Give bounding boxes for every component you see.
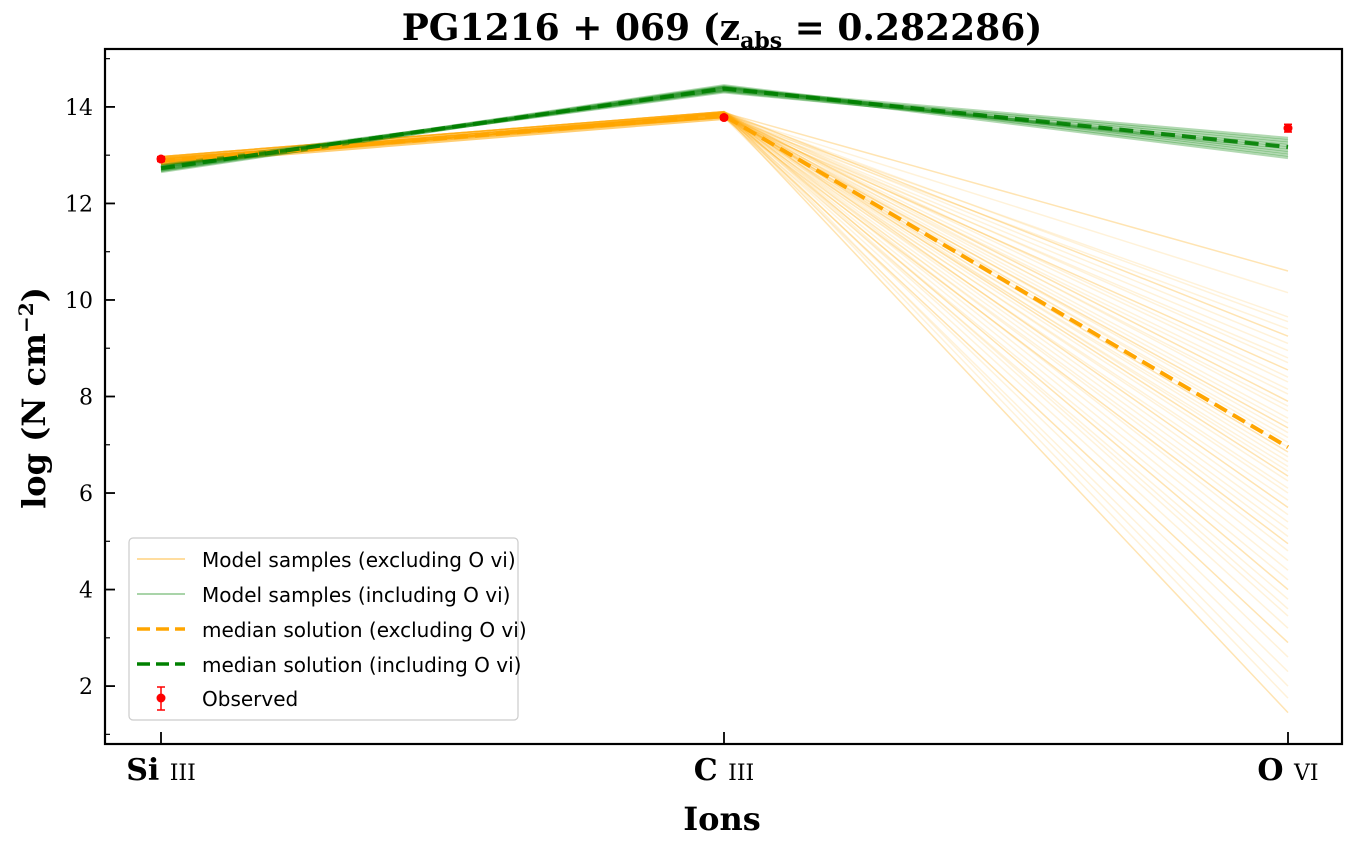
legend-box: [128, 537, 519, 721]
x-tick-label: O VI: [1257, 753, 1318, 788]
y-tick-label: 14: [65, 96, 93, 121]
sample-line-excluding: [160, 115, 1289, 530]
sample-line-excluding: [160, 115, 1289, 581]
x-axis-label: Ions: [683, 800, 761, 838]
sample-line-excluding: [160, 115, 1289, 429]
sample-line-excluding: [160, 113, 1289, 453]
sample-line-including: [160, 90, 1289, 168]
sample-line-excluding: [160, 112, 1289, 494]
y-ticks: 2 4 6 8 10 12 14: [65, 58, 115, 735]
y-tick-label: 6: [79, 482, 93, 507]
sample-line-excluding: [160, 116, 1289, 501]
x-ticks: Si III C III O VI: [126, 732, 1319, 788]
sample-line-excluding: [160, 112, 1289, 538]
median-line-excluding: [160, 113, 1290, 449]
observed-point: [156, 154, 166, 164]
sample-line-including: [160, 88, 1289, 167]
sample-line-excluding: [160, 110, 1289, 509]
sample-line-excluding: [160, 116, 1289, 468]
sample-line-excluding: [160, 110, 1289, 472]
sample-line-excluding: [160, 115, 1289, 395]
y-tick-label: 8: [79, 386, 93, 411]
observed-point: [719, 113, 729, 123]
sample-line-excluding: [160, 113, 1289, 523]
y-tick-label: 10: [65, 289, 93, 314]
x-tick-label: Si III: [126, 753, 196, 788]
legend: Model samples (excluding O vi) Model sam…: [128, 537, 527, 721]
sample-line-excluding: [160, 113, 1289, 390]
legend-label-median-excluding: median solution (excluding O vi): [202, 618, 527, 642]
y-axis-label: log (N cm−2): [14, 287, 53, 509]
sample-line-excluding: [160, 110, 1289, 444]
model-samples-including: [160, 84, 1289, 174]
median-series: [160, 86, 1290, 449]
legend-label-median-including: median solution (including O vi): [202, 653, 521, 677]
sample-line-excluding: [160, 116, 1289, 371]
observed-points: [156, 113, 1293, 164]
y-tick-label: 12: [65, 192, 93, 217]
legend-label-samples-including: Model samples (including O vi): [202, 583, 510, 607]
observed-point: [1283, 123, 1293, 133]
legend-swatch-observed-marker: [156, 693, 166, 703]
y-tick-label: 4: [79, 579, 93, 604]
median-line-including: [160, 86, 1289, 171]
legend-label-observed: Observed: [202, 687, 298, 711]
chart-title: PG1216 + 069 (zabs = 0.282286): [402, 7, 1043, 54]
sample-line-excluding: [160, 116, 1289, 600]
y-tick-label: 2: [79, 675, 93, 700]
sample-line-excluding: [160, 115, 1289, 489]
sample-line-excluding: [160, 110, 1289, 412]
x-tick-label: C III: [694, 753, 754, 788]
sample-band-excluding: [160, 111, 725, 160]
legend-label-samples-excluding: Model samples (excluding O vi): [202, 548, 516, 572]
